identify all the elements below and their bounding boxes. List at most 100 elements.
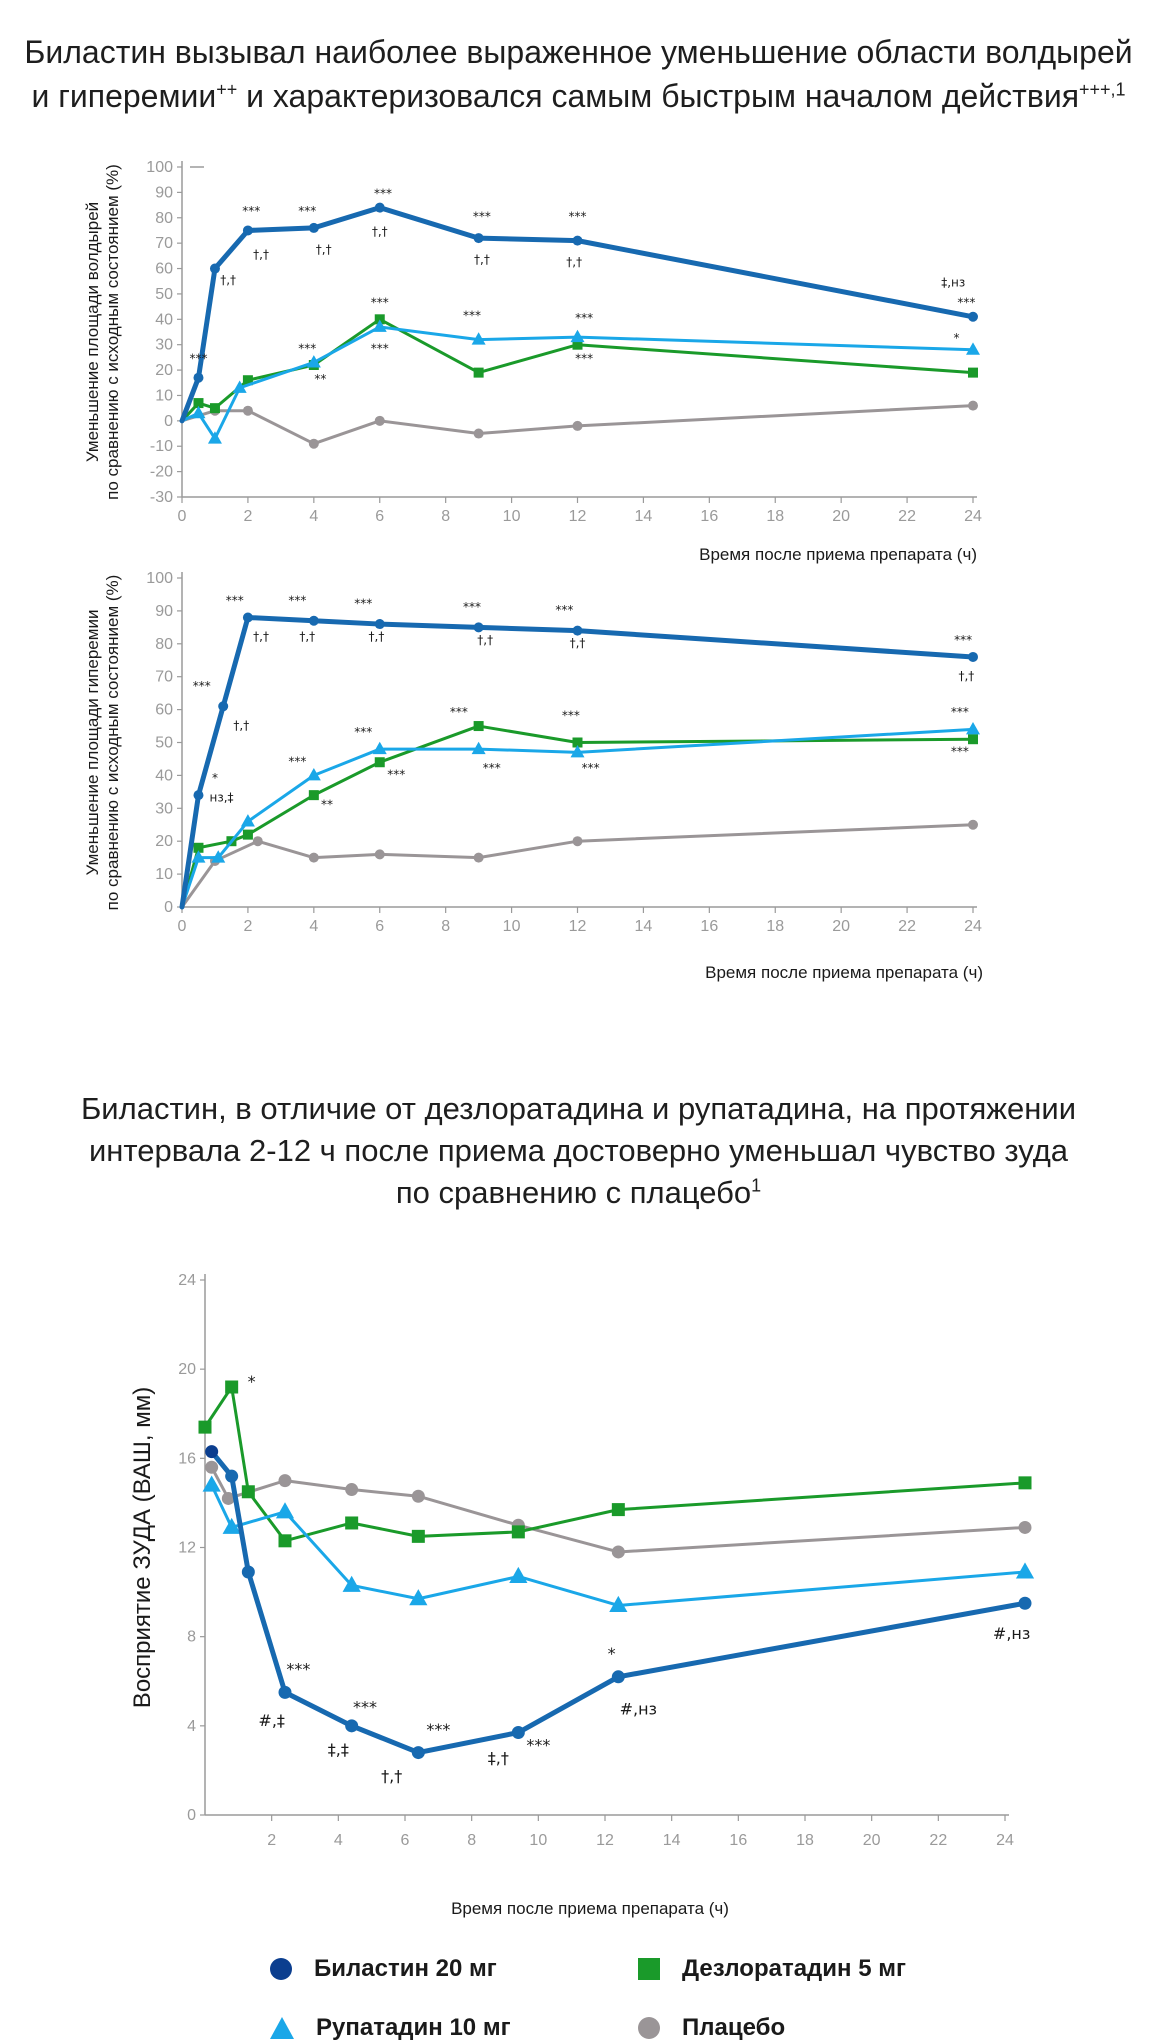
legend-item-bilastine: Биластин 20 мг: [270, 1955, 497, 1983]
point-rupatadine: [211, 850, 226, 863]
point-desloratadine: [242, 375, 253, 386]
point-rupatadine: [1015, 1562, 1035, 1579]
significance-annotation: #,‡: [258, 1711, 285, 1730]
legend-label-placebo: Плацебо: [682, 2014, 786, 2041]
x-tick-label: 16: [700, 508, 718, 525]
y-tick-label: 20: [155, 833, 173, 850]
legend-circle-placebo-icon: [638, 2017, 660, 2039]
significance-annotation: †,†: [369, 630, 385, 644]
point-desloratadine: [193, 398, 204, 409]
legend-item-placebo: Плацебо: [638, 2014, 785, 2042]
significance-annotation: †,†: [381, 1767, 402, 1786]
x-tick-label: 20: [863, 1832, 881, 1849]
point-bilastine: [572, 625, 583, 636]
significance-annotation: †,†: [477, 633, 493, 647]
x-tick-label: 24: [964, 508, 982, 525]
significance-annotation: †,†: [570, 636, 586, 650]
point-bilastine: [611, 1670, 625, 1684]
significance-annotation: **: [321, 797, 333, 811]
point-rupatadine: [570, 329, 585, 343]
point-bilastine: [218, 701, 229, 712]
point-desloratadine: [278, 1534, 292, 1548]
point-bilastine: [968, 311, 978, 322]
point-rupatadine: [966, 342, 980, 355]
significance-annotation: ***: [193, 679, 211, 693]
point-bilastine: [209, 263, 220, 274]
y-tick-label: 0: [164, 899, 173, 916]
significance-annotation: ***: [569, 209, 587, 223]
itch-heading: Биластин, в отличие от дезлоратадина и р…: [0, 1088, 1157, 1214]
x-tick-label: 8: [467, 1832, 476, 1849]
significance-annotation: †,†: [372, 225, 388, 239]
point-desloratadine: [209, 403, 220, 414]
series-desloratadine: [180, 721, 978, 909]
significance-annotation: ***: [526, 1735, 550, 1754]
legend-label-bilastine: Биластин 20 мг: [314, 1955, 497, 1982]
x-tick-label: 2: [243, 508, 252, 525]
y-tick-label: 0: [164, 413, 173, 430]
significance-annotation: ***: [957, 296, 975, 310]
x-tick-label: 20: [832, 508, 850, 525]
point-placebo: [411, 1489, 425, 1503]
significance-annotation: ***: [371, 341, 389, 355]
y-tick-label: 40: [155, 311, 173, 328]
point-rupatadine: [570, 744, 585, 758]
x-tick-label: 0: [178, 918, 187, 935]
x-tick-label: 14: [635, 918, 653, 935]
x-tick-label: 4: [309, 508, 318, 525]
point-bilastine: [968, 651, 978, 662]
significance-annotation: ***: [954, 633, 972, 647]
series-placebo: [180, 819, 978, 909]
x-tick-label: 24: [996, 1832, 1014, 1849]
significance-annotation: ***: [450, 705, 468, 719]
point-bilastine: [473, 622, 484, 633]
x-tick-label: 22: [898, 918, 916, 935]
point-bilastine: [345, 1719, 359, 1733]
x-tick-label: 12: [596, 1832, 614, 1849]
point-placebo: [205, 1460, 219, 1474]
y-tick-label: 8: [187, 1629, 196, 1646]
significance-annotation: ***: [288, 755, 306, 769]
point-bilastine: [1018, 1596, 1032, 1610]
point-bilastine: [374, 202, 385, 213]
point-desloratadine: [374, 757, 385, 768]
point-bilastine: [241, 1565, 255, 1579]
significance-annotation: †,†: [566, 255, 582, 269]
point-rupatadine: [306, 355, 321, 368]
y-tick-label: -10: [150, 438, 173, 455]
point-rupatadine: [471, 741, 486, 755]
point-bilastine: [511, 1726, 525, 1740]
y-tick-label: 50: [155, 735, 173, 752]
y-tick-label: 20: [178, 1361, 196, 1378]
itch-heading-sup: 1: [751, 1175, 762, 1196]
series-rupatadine: [180, 319, 980, 444]
point-placebo: [473, 428, 484, 439]
top-heading-line-1: Биластин вызывал наиболее выраженное уме…: [24, 34, 1133, 70]
significance-annotation: ‡,нз: [941, 275, 965, 289]
y-tick-label: 70: [155, 235, 173, 252]
significance-annotation: ***: [555, 603, 573, 617]
x-tick-label: 6: [375, 508, 384, 525]
significance-annotation: ***: [483, 761, 501, 775]
point-placebo: [345, 1483, 359, 1497]
point-bilastine: [205, 1445, 219, 1459]
significance-annotation: ***: [562, 708, 580, 722]
point-desloratadine: [968, 367, 978, 378]
significance-annotation: ***: [189, 351, 207, 365]
point-placebo: [473, 852, 484, 863]
point-rupatadine: [275, 1502, 295, 1519]
y-tick-label: 20: [155, 362, 173, 379]
x-tick-label: 10: [529, 1832, 547, 1849]
legend-square-icon: [638, 1958, 660, 1980]
significance-annotation: *: [212, 771, 218, 785]
y-axis-label-line-2: по сравнению с исходным состоянием (%): [103, 575, 122, 911]
point-desloratadine: [411, 1529, 425, 1543]
y-tick-label: 12: [178, 1540, 196, 1557]
significance-annotation: *: [608, 1644, 616, 1663]
point-placebo: [242, 405, 253, 416]
significance-annotation: *: [248, 1372, 256, 1391]
x-tick-label: 14: [663, 1832, 681, 1849]
significance-annotation: ***: [353, 1697, 377, 1716]
